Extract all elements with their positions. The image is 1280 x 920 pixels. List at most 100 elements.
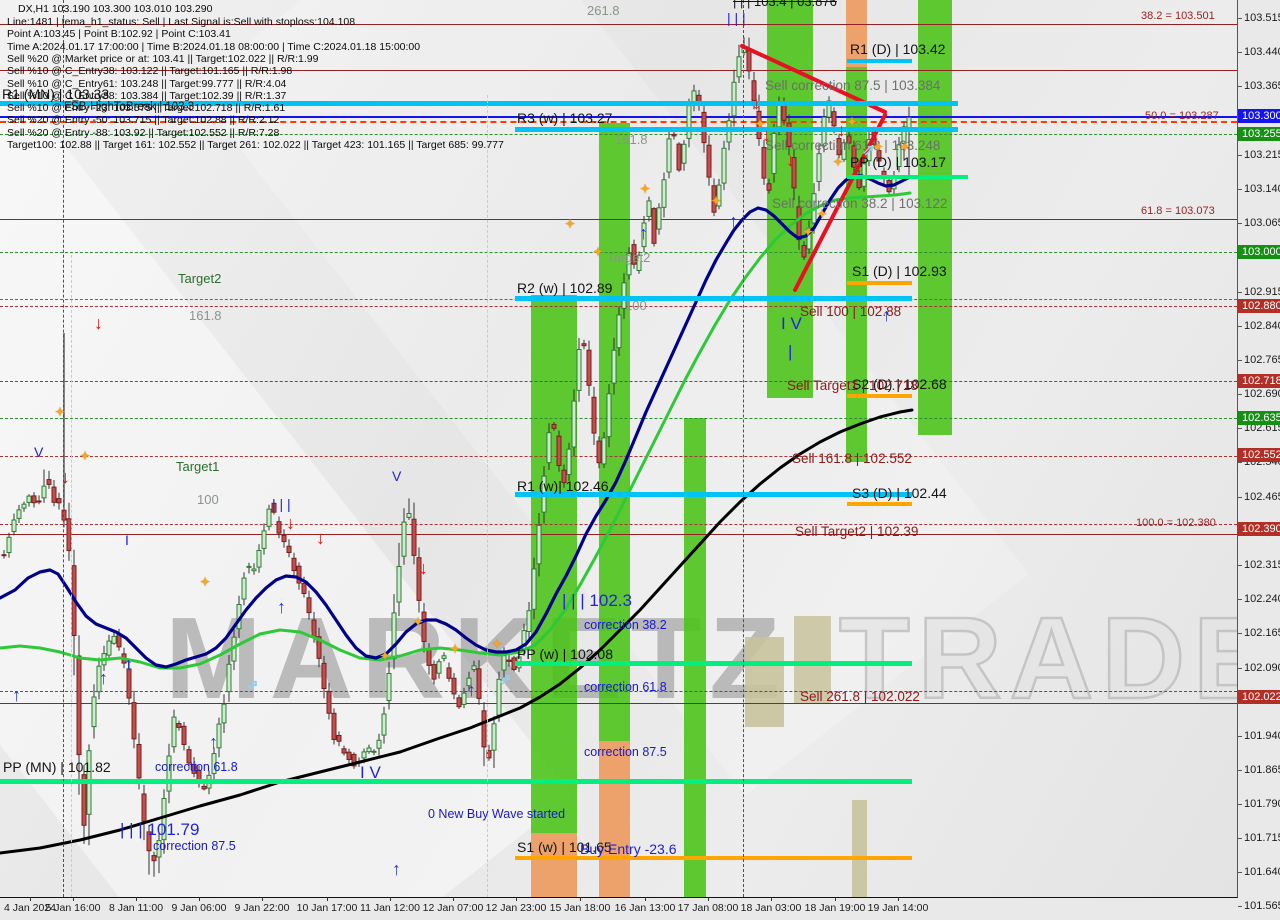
info-line: Sell %20 @ Entry -50: 103.715 || Target:…: [7, 114, 280, 127]
vertical-line[interactable]: [487, 95, 488, 897]
annotation-label: Sell correction 38.2 | 103.122: [772, 196, 948, 211]
signal-star-icon: ✦: [380, 649, 391, 663]
price-tick-label: 102.615: [1244, 422, 1280, 434]
time-tick-mark: [708, 897, 709, 901]
time-tick-mark: [199, 897, 200, 901]
time-tick-label: 15 Jan 18:00: [549, 902, 611, 914]
time-axis[interactable]: 4 Jan 2024 5 Jan 16:00 8 Jan 11:00 9 Jan 06…: [0, 897, 1280, 920]
annotation-label: V: [392, 468, 402, 484]
price-tick-label: 101.865: [1244, 764, 1280, 776]
grid-line: [0, 381, 1237, 382]
info-line: Time A:2024.01.17 17:00:00 | Time B:2024…: [7, 40, 421, 53]
annotation-label: 100.0 = 102.380: [1136, 517, 1216, 529]
time-tick-label: 19 Jan 14:00: [867, 902, 929, 914]
zone-band: [684, 418, 706, 897]
signal-star-icon: ✦: [593, 245, 604, 259]
price-tick-mark: [1238, 906, 1242, 907]
price-tick-mark: [1238, 770, 1242, 771]
buy-arrow-icon: ↑: [392, 859, 401, 879]
signal-star-icon: ✦: [450, 642, 461, 656]
info-line: Sell %10 @ C_Entry61: 103.248 || Target:…: [7, 77, 287, 90]
annotation-label: 0 New Buy Wave started: [428, 807, 566, 821]
sell-arrow-icon: ↓: [837, 120, 846, 140]
signal-star-icon: ✦: [873, 140, 884, 154]
price-tick-label: 101.565: [1244, 900, 1280, 912]
level-line-S3-D[interactable]: [847, 502, 912, 506]
time-tick-label: 12 Jan 23:00: [485, 902, 547, 914]
level-line-S2-D[interactable]: [847, 394, 912, 398]
candlestick: [406, 513, 412, 518]
price-tick-label: 102.165: [1244, 627, 1280, 639]
sell-arrow-icon: ↓: [286, 513, 295, 533]
annotation-label: | | |: [272, 496, 291, 512]
time-tick-mark: [30, 897, 31, 901]
signal-star-icon: ✦: [803, 225, 814, 239]
info-line: Sell %20 @ Market price or at: 103.41 ||…: [7, 52, 319, 65]
annotation-label: correction 38.2: [584, 618, 667, 632]
price-tick-label: 101.640: [1244, 866, 1280, 878]
annotation-label: Target2: [178, 271, 222, 286]
annotation-label: 161.8: [189, 308, 222, 323]
level-line-S1-w[interactable]: [515, 856, 912, 860]
price-badge: 102.022: [1238, 690, 1280, 704]
time-tick-label: 18 Jan 19:00: [804, 902, 866, 914]
vertical-line[interactable]: [743, 0, 744, 897]
price-tick-mark: [1238, 326, 1242, 327]
time-tick-mark: [645, 897, 646, 901]
price-tick-label: 102.465: [1244, 491, 1280, 503]
signal-star-icon: ✦: [640, 182, 651, 196]
level-line-S1-D[interactable]: [847, 281, 912, 285]
level-line-PP-D[interactable]: [847, 175, 968, 179]
signal-star-icon: ✦: [55, 405, 66, 419]
sell-arrow-icon: ↓: [762, 125, 771, 145]
annotation-label: I V: [781, 314, 802, 333]
level-line-R3-w[interactable]: [515, 127, 958, 132]
signal-star-icon: ✦: [833, 155, 844, 169]
price-tick-mark: [1238, 223, 1242, 224]
buy-arrow-icon: ↑: [124, 654, 133, 674]
price-tick-label: 102.690: [1244, 388, 1280, 400]
price-tick-label: 103.215: [1244, 149, 1280, 161]
annotation-label: Target1: [176, 459, 220, 474]
grid-line: [0, 306, 1237, 307]
level-line-R2-w[interactable]: [515, 296, 912, 301]
breakout-arrow-icon: ⇗: [246, 677, 259, 694]
level-line-R1-MN[interactable]: [0, 101, 958, 106]
price-tick-label: 103.065: [1244, 217, 1280, 229]
price-tick-mark: [1238, 804, 1242, 805]
time-tick-label: 12 Jan 07:00: [422, 902, 484, 914]
time-tick-label: 18 Jan 03:00: [740, 902, 802, 914]
price-badge: 103.000: [1238, 245, 1280, 259]
price-tick-label: 101.790: [1244, 798, 1280, 810]
candlestick: [721, 147, 727, 184]
price-badge: 102.880: [1238, 299, 1280, 313]
candlestick: [731, 81, 737, 117]
annotation-label: Sell 161.8 | 102.552: [792, 451, 912, 466]
signal-star-icon: ✦: [492, 637, 503, 651]
price-tick-label: 103.515: [1244, 12, 1280, 24]
zone-band: [599, 741, 630, 897]
signal-star-icon: ✦: [200, 575, 211, 589]
level-line-PP-MN[interactable]: [0, 779, 912, 784]
vertical-line[interactable]: [71, 255, 72, 897]
price-tick-label: 103.440: [1244, 46, 1280, 58]
level-line-R1-D[interactable]: [847, 59, 912, 63]
grid-line: [0, 70, 1237, 71]
zone-band: [745, 637, 784, 727]
annotation-label: PP (w) | 102.08: [517, 646, 613, 662]
buy-arrow-icon: ↑: [467, 680, 476, 700]
info-line: DX,H1 103.190 103.300 103.010 103.290: [18, 3, 213, 15]
buy-arrow-icon: ↑: [209, 732, 218, 752]
candlestick: [816, 153, 822, 182]
price-tick-mark: [1238, 428, 1242, 429]
price-tick-label: 102.315: [1244, 559, 1280, 571]
grid-line: [0, 703, 1237, 704]
chart-area[interactable]: MARKETZ TRADE DX,H1 103.190 103.300 103.0…: [0, 0, 1238, 898]
price-axis[interactable]: 103.515 103.440 103.365 103.215 103.140 103.0…: [1238, 0, 1280, 912]
price-tick-mark: [1238, 599, 1242, 600]
price-badge: 102.552: [1238, 448, 1280, 462]
candlestick: [746, 50, 752, 72]
buy-arrow-icon: ↑: [882, 305, 891, 325]
grid-line: [0, 134, 1237, 135]
